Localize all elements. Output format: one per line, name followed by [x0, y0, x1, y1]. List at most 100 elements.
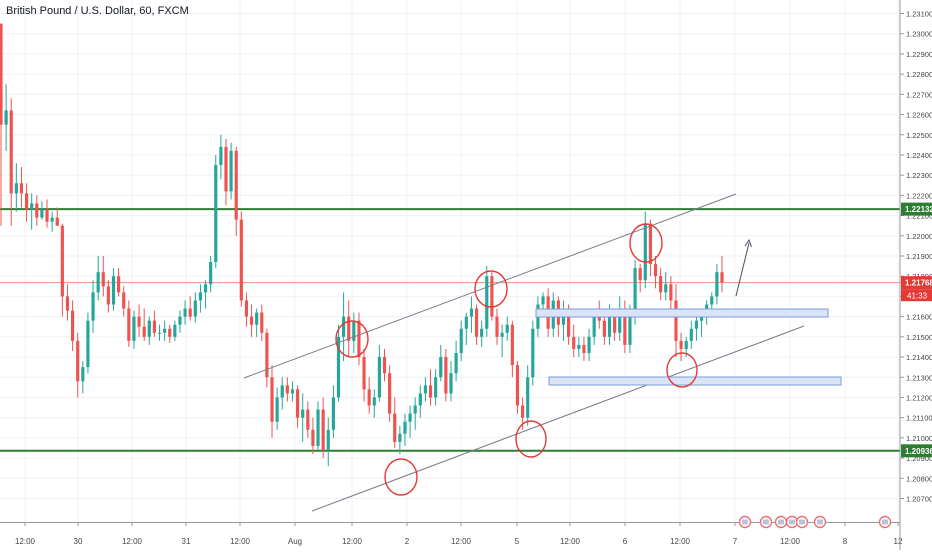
candle[interactable] — [0, 23, 3, 226]
candle[interactable] — [377, 344, 381, 402]
candle[interactable] — [301, 393, 305, 442]
candle[interactable] — [408, 405, 412, 438]
candle[interactable] — [24, 183, 29, 222]
candle[interactable] — [587, 328, 591, 362]
highlight-circle[interactable] — [384, 458, 418, 496]
candle[interactable] — [76, 332, 80, 398]
candle[interactable] — [137, 304, 141, 337]
candle[interactable] — [81, 361, 85, 394]
channel-lower-line[interactable] — [311, 325, 805, 512]
resistance-zone-rect[interactable] — [535, 308, 829, 318]
candle[interactable] — [469, 296, 474, 333]
candle[interactable] — [357, 312, 361, 366]
candle[interactable] — [689, 320, 693, 349]
highlight-circle[interactable] — [666, 352, 698, 388]
candle[interactable] — [321, 397, 325, 459]
candle[interactable] — [669, 276, 673, 309]
economic-event-flag-icon[interactable] — [774, 515, 788, 529]
candle[interactable] — [106, 280, 110, 313]
candle[interactable] — [280, 377, 284, 410]
candle[interactable] — [127, 300, 131, 347]
candle[interactable] — [582, 336, 586, 362]
candle[interactable] — [454, 340, 458, 382]
candle[interactable] — [352, 312, 356, 353]
candle[interactable] — [423, 377, 428, 402]
candle[interactable] — [439, 344, 443, 382]
candle[interactable] — [260, 304, 264, 341]
candle[interactable] — [147, 316, 151, 345]
candle[interactable] — [648, 219, 652, 277]
candle[interactable] — [362, 348, 366, 402]
candle[interactable] — [367, 377, 371, 414]
candle[interactable] — [653, 256, 658, 289]
highlight-circle[interactable] — [474, 270, 508, 308]
candle[interactable] — [638, 264, 642, 293]
economic-event-flag-icon[interactable] — [738, 515, 752, 529]
candle[interactable] — [618, 296, 622, 341]
candle[interactable] — [50, 211, 54, 232]
candle[interactable] — [474, 304, 479, 345]
candle[interactable] — [485, 266, 489, 337]
candle[interactable] — [45, 199, 49, 228]
candle[interactable] — [495, 308, 499, 345]
candle[interactable] — [316, 401, 320, 451]
candle[interactable] — [326, 417, 330, 467]
candle[interactable] — [4, 84, 8, 151]
candle[interactable] — [86, 312, 90, 374]
candle[interactable] — [679, 332, 683, 362]
candle[interactable] — [96, 256, 100, 301]
candle[interactable] — [198, 284, 203, 313]
candle[interactable] — [403, 413, 407, 446]
candle[interactable] — [244, 292, 249, 327]
candle[interactable] — [510, 320, 514, 378]
candle[interactable] — [623, 300, 627, 353]
candle[interactable] — [19, 167, 24, 208]
candle[interactable] — [515, 361, 520, 414]
candle[interactable] — [602, 312, 606, 345]
candle[interactable] — [30, 193, 34, 230]
candle[interactable] — [132, 310, 136, 349]
candle[interactable] — [142, 308, 146, 341]
candle[interactable] — [239, 211, 243, 307]
economic-event-flag-icon[interactable] — [878, 515, 892, 529]
candle[interactable] — [295, 385, 300, 428]
candle[interactable] — [449, 361, 453, 402]
candle[interactable] — [183, 300, 187, 325]
candle[interactable] — [526, 365, 530, 426]
candle[interactable] — [674, 284, 678, 358]
candle[interactable] — [255, 308, 259, 337]
economic-event-flag-icon[interactable] — [759, 515, 773, 529]
candle[interactable] — [444, 348, 448, 402]
candle[interactable] — [40, 201, 44, 220]
candle[interactable] — [71, 300, 75, 351]
candle[interactable] — [101, 256, 105, 297]
candle[interactable] — [490, 272, 494, 321]
candle[interactable] — [91, 280, 95, 333]
candle[interactable] — [434, 369, 438, 406]
candle[interactable] — [505, 316, 509, 341]
candle[interactable] — [715, 264, 719, 305]
candle[interactable] — [480, 320, 484, 347]
candle[interactable] — [659, 268, 663, 301]
candle[interactable] — [14, 163, 18, 212]
candle[interactable] — [224, 138, 228, 206]
candle[interactable] — [249, 304, 254, 337]
candle[interactable] — [393, 397, 397, 448]
channel-upper-line[interactable] — [243, 193, 737, 379]
candle[interactable] — [464, 312, 468, 345]
candle[interactable] — [388, 365, 392, 422]
candle[interactable] — [55, 207, 59, 226]
candle[interactable] — [229, 142, 233, 200]
candle[interactable] — [720, 256, 724, 293]
highlight-circle[interactable] — [515, 420, 547, 458]
candle[interactable] — [398, 425, 402, 455]
candle[interactable] — [643, 211, 647, 289]
candle[interactable] — [290, 381, 295, 402]
candle[interactable] — [209, 256, 213, 293]
candle[interactable] — [265, 328, 269, 388]
candle[interactable] — [214, 154, 218, 269]
candle[interactable] — [347, 300, 351, 358]
candle[interactable] — [664, 272, 668, 301]
candle[interactable] — [173, 320, 177, 341]
candle[interactable] — [694, 316, 699, 341]
